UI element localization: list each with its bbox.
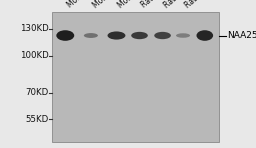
Text: 70KD: 70KD	[25, 88, 49, 97]
Ellipse shape	[176, 33, 190, 38]
Bar	[52, 12, 219, 142]
Text: Rat uterus: Rat uterus	[140, 0, 176, 10]
Text: 100KD: 100KD	[20, 51, 49, 60]
Ellipse shape	[108, 31, 125, 40]
Ellipse shape	[131, 32, 148, 39]
Text: Mouse uterus: Mouse uterus	[65, 0, 111, 10]
Ellipse shape	[84, 33, 98, 38]
Text: Rat ovary: Rat ovary	[183, 0, 217, 10]
Ellipse shape	[197, 30, 213, 41]
Ellipse shape	[154, 32, 171, 39]
Text: NAA25: NAA25	[227, 31, 256, 40]
Text: Mouse eye: Mouse eye	[91, 0, 128, 10]
Text: 130KD: 130KD	[20, 24, 49, 33]
Text: 55KD: 55KD	[25, 115, 49, 124]
Text: Mouse ovary: Mouse ovary	[116, 0, 159, 10]
Text: Rat eye: Rat eye	[163, 0, 191, 10]
Ellipse shape	[56, 30, 74, 41]
